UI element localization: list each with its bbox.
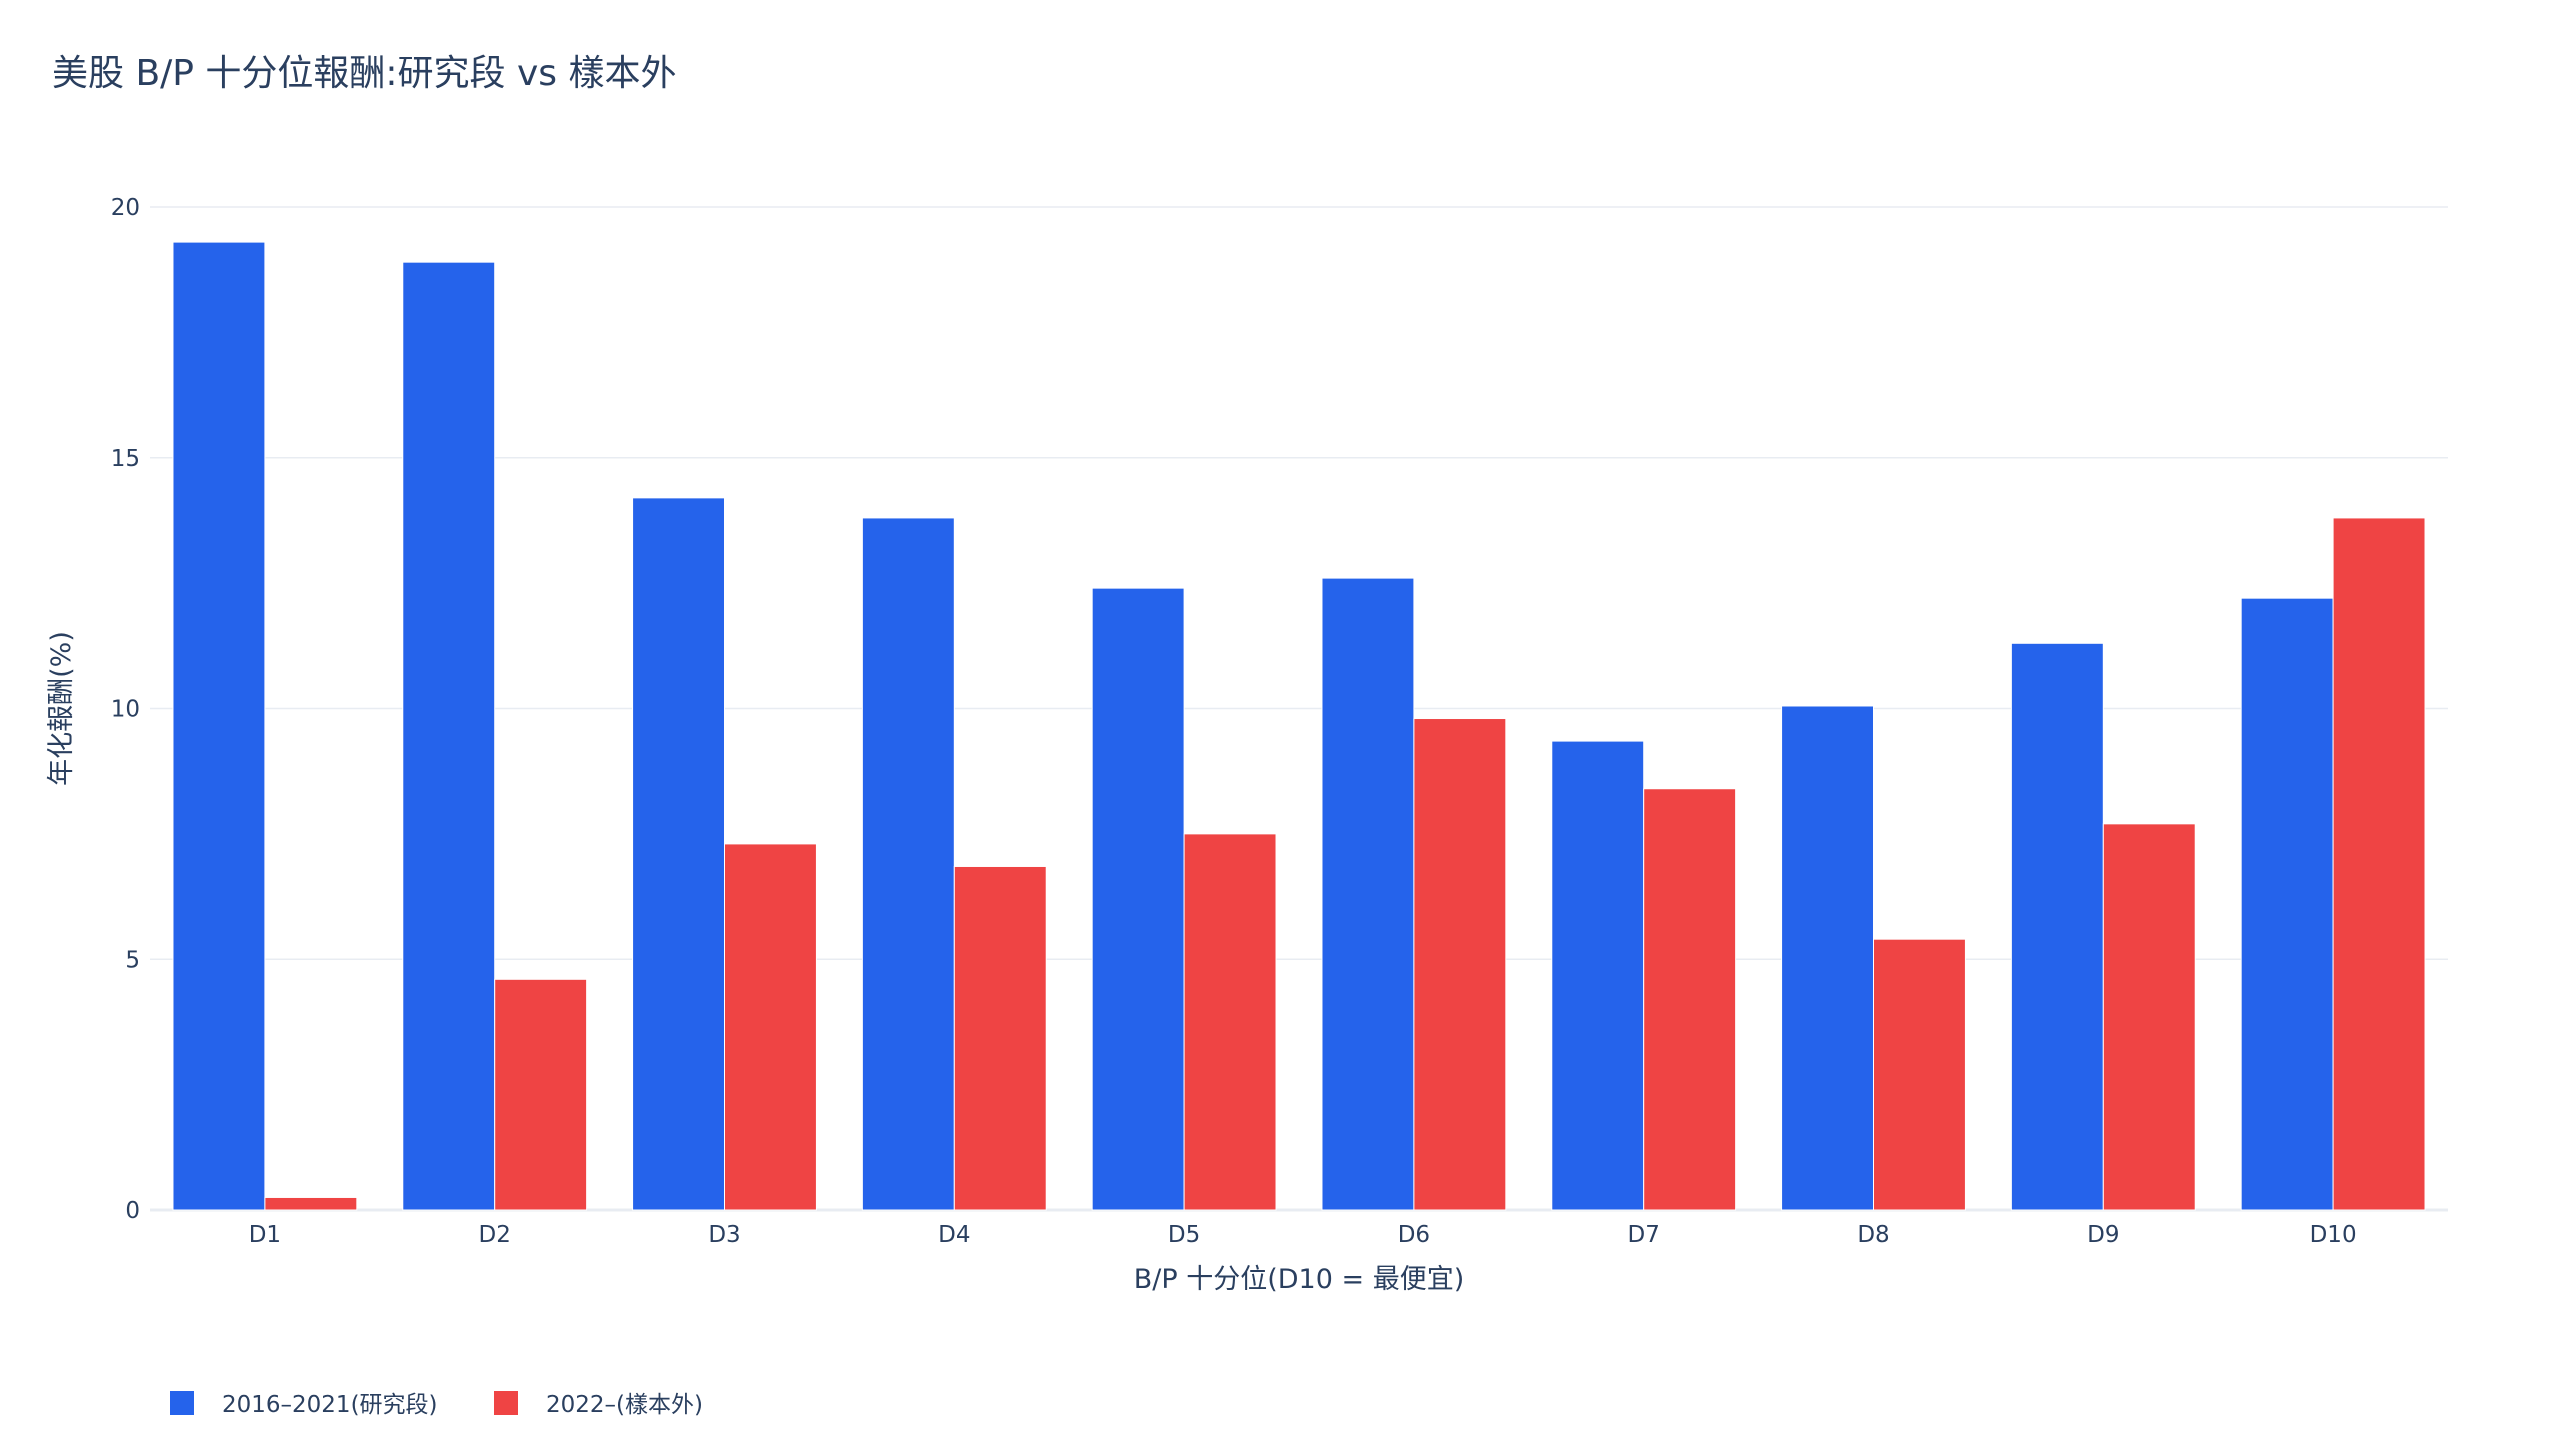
y-tick-label: 10 [111, 697, 140, 723]
y-axis-title: 年化報酬(%) [46, 631, 77, 786]
bar-out-of-sample-D5 [1183, 833, 1277, 1211]
bar-research-D2 [402, 261, 496, 1211]
legend: 2016–2021(研究段) 2022–(樣本外) [170, 1391, 703, 1418]
y-axis-ticks: 0 5 10 15 20 [111, 195, 140, 1224]
x-tick-label: D4 [938, 1222, 970, 1248]
bar-research-D3 [632, 497, 726, 1211]
bar-research-D7 [1551, 740, 1645, 1211]
x-tick-label: D1 [249, 1222, 281, 1248]
legend-item-research[interactable]: 2016–2021(研究段) [170, 1391, 438, 1418]
legend-item-out-of-sample[interactable]: 2022–(樣本外) [494, 1391, 703, 1418]
y-tick-label: 5 [125, 947, 140, 973]
bar-out-of-sample-D7 [1643, 788, 1737, 1211]
legend-swatch [494, 1391, 518, 1415]
x-tick-label: D7 [1628, 1222, 1660, 1248]
x-tick-label: D5 [1168, 1222, 1200, 1248]
x-tick-label: D6 [1398, 1222, 1430, 1248]
bar-out-of-sample-D9 [2102, 823, 2196, 1211]
y-tick-label: 0 [125, 1198, 140, 1224]
bar-out-of-sample-D1 [264, 1196, 358, 1211]
bars [172, 241, 2426, 1211]
bar-out-of-sample-D2 [494, 978, 588, 1211]
bar-out-of-sample-D8 [1873, 938, 1966, 1211]
x-axis-ticks: D1 D2 D3 D4 D5 D6 D7 D8 D9 D10 [249, 1222, 2357, 1248]
x-tick-label: D10 [2310, 1222, 2357, 1248]
y-tick-label: 15 [111, 446, 140, 472]
legend-label: 2016–2021(研究段) [222, 1392, 438, 1418]
bar-research-D6 [1321, 577, 1415, 1211]
bar-out-of-sample-D3 [724, 843, 817, 1211]
chart-title: 美股 B/P 十分位報酬:研究段 vs 樣本外 [52, 53, 677, 94]
x-tick-label: D2 [479, 1222, 511, 1248]
legend-label: 2022–(樣本外) [546, 1392, 703, 1418]
bar-out-of-sample-D10 [2332, 517, 2426, 1211]
bar-research-D8 [1781, 705, 1874, 1211]
bar-research-D4 [861, 517, 955, 1211]
x-tick-label: D9 [2087, 1222, 2119, 1248]
x-tick-label: D8 [1857, 1222, 1889, 1248]
x-tick-label: D3 [708, 1222, 740, 1248]
x-axis-title: B/P 十分位(D10 = 最便宜) [1134, 1264, 1465, 1295]
bar-out-of-sample-D6 [1413, 718, 1507, 1211]
y-tick-label: 20 [111, 195, 140, 221]
legend-swatch [170, 1391, 194, 1415]
bar-research-D9 [2010, 642, 2104, 1211]
bar-out-of-sample-D4 [953, 865, 1047, 1211]
bar-research-D1 [172, 241, 266, 1211]
bar-research-D10 [2240, 597, 2334, 1211]
bar-research-D5 [1091, 587, 1185, 1211]
